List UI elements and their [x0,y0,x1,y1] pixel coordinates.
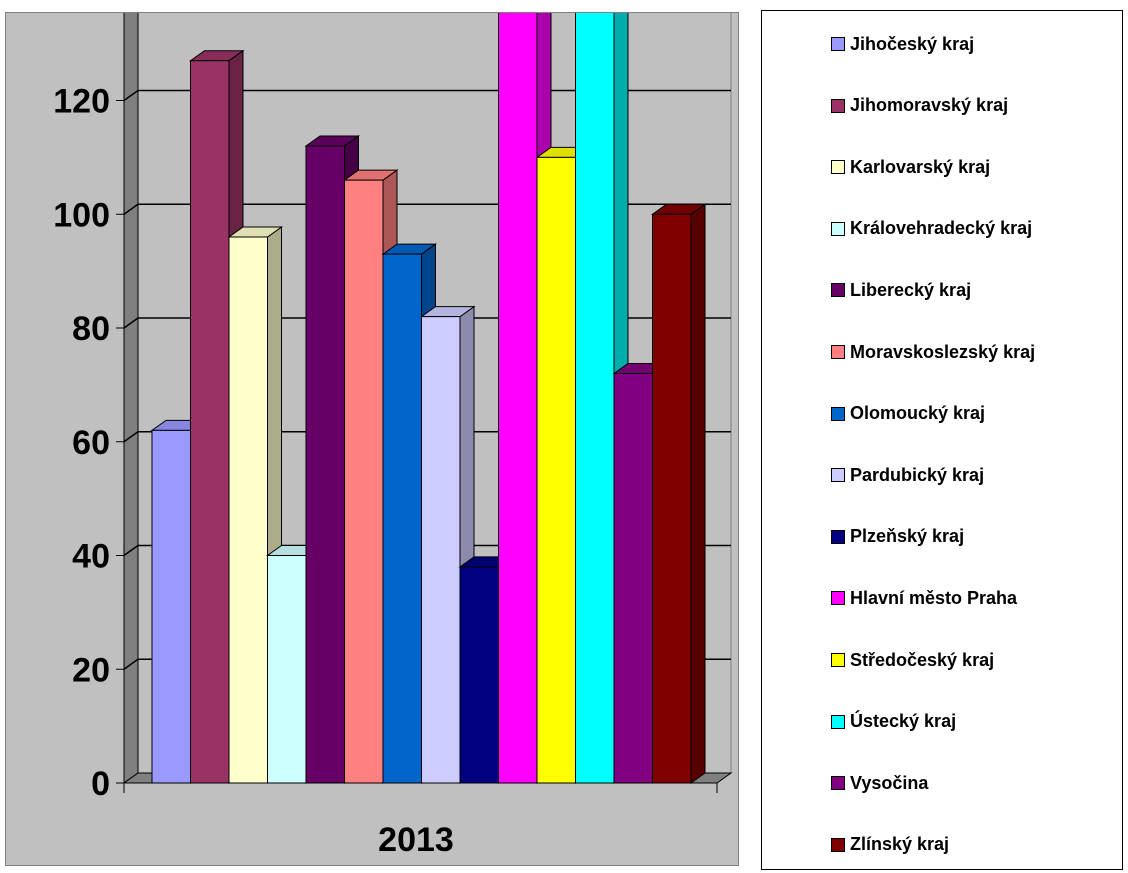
legend-item: Jihočeský kraj [831,33,974,55]
legend-label: Vysočina [850,772,929,793]
bar-front [536,156,576,784]
bar-front [575,13,615,784]
bar-front [228,236,268,784]
legend-label: Moravskoslezský kraj [850,341,1036,362]
bar-3 [227,226,284,784]
bar-front [190,60,230,784]
x-category-label: 2013 [378,821,454,859]
legend-swatch [831,160,845,175]
legend-label: Ústecký kraj [850,711,957,732]
legend-swatch [831,37,845,51]
legend-swatch [831,529,845,544]
legend-label: Olomoucký kraj [850,403,986,424]
chart-canvas: 020406080100120140160 2013 [53,13,733,859]
legend-label: Jihomoravský kraj [850,95,1009,116]
plot-area: 020406080100120140160 2013 [5,12,739,866]
legend-swatch [831,221,845,236]
bar-front [382,253,422,784]
legend-label: Královehradecký kraj [850,218,1033,239]
legend-swatch [831,98,845,113]
legend-item: Pardubický kraj [831,464,984,486]
legend-swatch [831,776,845,791]
legend-item: Středočeský kraj [831,649,994,671]
bar-side [690,203,706,784]
legend-label: Zlínský kraj [850,834,950,855]
y-tick-label: 60 [72,424,110,462]
legend-item: Hlavní město Praha [831,587,1017,609]
bar-front [652,213,692,784]
y-tick-label: 80 [72,310,110,348]
legend: Jihočeský kraj Jihomoravský kraj Karlovars… [761,10,1123,870]
legend-item: Vysočina [831,772,928,794]
bar-front [344,179,384,784]
legend-swatch [831,345,845,359]
legend-swatch [831,714,845,729]
legend-label: Liberecký kraj [850,279,972,300]
legend-item: Moravskoslezský kraj [831,341,1035,363]
y-tick-label: 0 [91,765,110,803]
bar-front [498,13,538,784]
y-tick-label: 120 [53,83,110,121]
legend-item: Karlovarský kraj [831,156,990,178]
bar-front [151,429,191,784]
legend-label: Plzeňský kraj [850,526,965,547]
bar-14 [650,203,707,784]
legend-swatch [831,653,845,667]
legend-label: Hlavní město Praha [850,587,1018,608]
legend-item: Liberecký kraj [831,279,971,301]
legend-swatch [831,837,845,852]
legend-swatch [831,406,845,421]
legend-swatch [831,591,845,606]
y-tick-labels: 020406080100120140160 [53,83,110,804]
axes [116,13,718,793]
legend-label: Pardubický kraj [850,464,985,485]
bar-front [459,566,499,784]
legend-item: Královehradecký kraj [831,218,1032,240]
y-tick-label: 100 [53,196,110,234]
legend-swatch [831,283,845,298]
bar-front [305,145,345,784]
legend-label: Jihočeský kraj [850,33,975,54]
legend-item: Plzeňský kraj [831,526,964,548]
legend-swatch [831,468,845,483]
bar-front [267,555,307,784]
legend-item: Olomoucký kraj [831,403,985,425]
bar-front [613,373,653,784]
legend-item: Ústecký kraj [831,711,956,733]
y-tick-label: 40 [72,538,110,576]
y-tick-label: 20 [72,651,110,689]
legend-item: Jihomoravský kraj [831,95,1008,117]
legend-label: Středočeský kraj [850,649,995,670]
legend-label: Karlovarský kraj [850,156,991,177]
legend-item: Zlínský kraj [831,834,949,856]
bars [150,13,707,784]
bar-front [421,316,461,784]
